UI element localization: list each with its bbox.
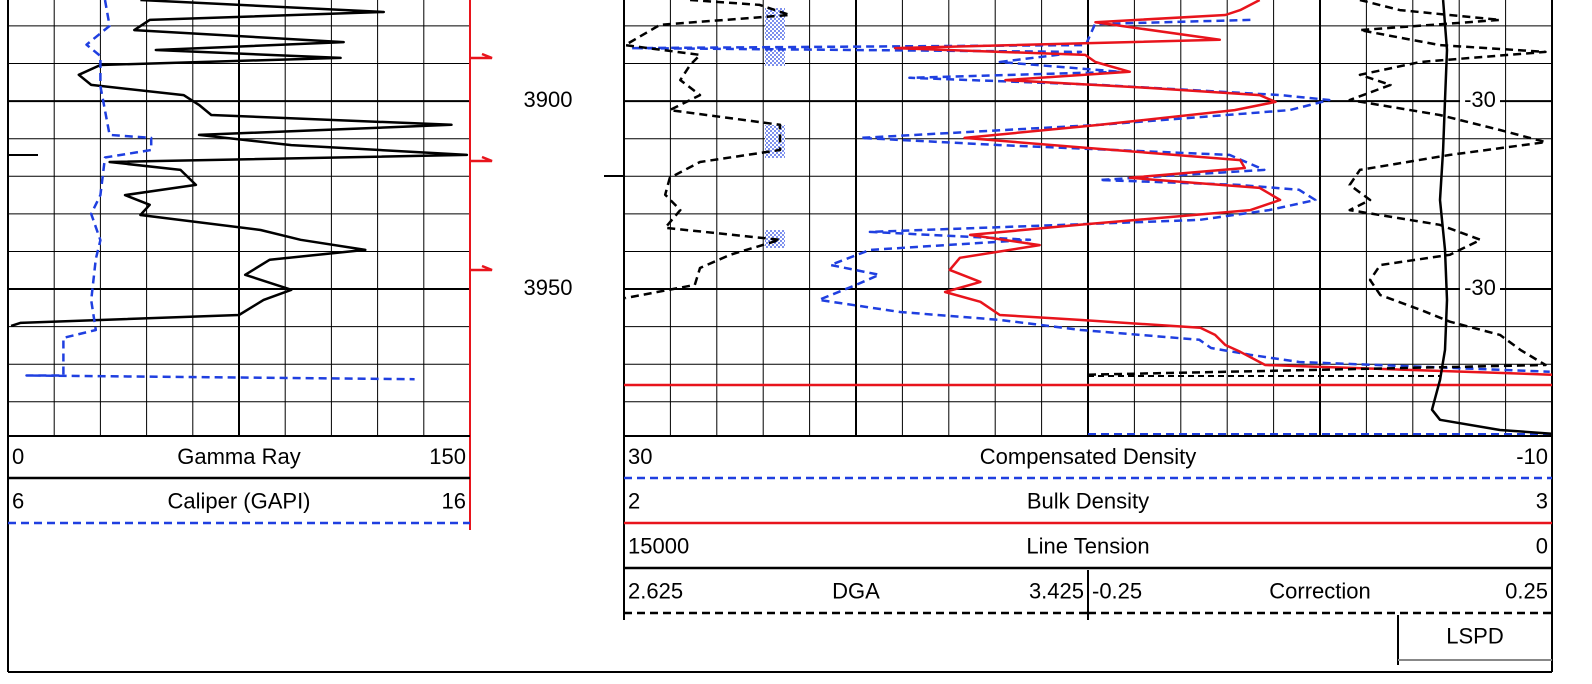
decorations (8, 8, 1552, 435)
depth-label: 3950 (524, 275, 573, 300)
curve-name: Bulk Density (1027, 488, 1149, 513)
log-curve (629, 18, 1550, 373)
curve-name: Compensated Density (980, 444, 1196, 469)
log-curve (1430, 0, 1553, 435)
scale-left: 30 (628, 444, 652, 469)
scale-right: 150 (429, 444, 466, 469)
label-background (1460, 276, 1500, 303)
log-curve (25, 0, 415, 381)
scale-left: 0 (12, 444, 24, 469)
tension-marker (470, 52, 493, 272)
lithology-fill (765, 48, 785, 66)
scale-right: 16 (442, 488, 466, 513)
labels: 3900 -30 3950 -30 (524, 87, 1500, 303)
scale-right: 3 (1536, 488, 1548, 513)
scale-left: 2 (628, 488, 640, 513)
scale-left: 15000 (628, 533, 689, 558)
depth-label: 3900 (524, 87, 573, 112)
curve-name: Gamma Ray (177, 444, 300, 469)
scale-right: 3.425 (1029, 578, 1084, 603)
log-curve (893, 0, 1553, 376)
curve-name: Line Tension (1026, 533, 1149, 558)
scale-left: -0.25 (1092, 578, 1142, 603)
headers: Gamma Ray 0 150 Caliper (GAPI) 6 16 Compensate… (8, 444, 1552, 648)
curve-name: DGA (832, 578, 880, 603)
scale-right: 0 (1536, 533, 1548, 558)
track-label: -30 (1464, 87, 1496, 112)
scale-right: -10 (1516, 444, 1548, 469)
curve-name: LSPD (1446, 623, 1503, 648)
label-background (1460, 88, 1500, 115)
curve-name: Correction (1269, 578, 1370, 603)
scale-left: 2.625 (628, 578, 683, 603)
grid (7, 0, 1553, 673)
scale-right: 0.25 (1505, 578, 1548, 603)
log-curve (1087, 0, 1547, 376)
curves (10, 0, 1553, 435)
scale-left: 6 (12, 488, 24, 513)
log-curve (10, 0, 469, 328)
log-curve (623, 0, 792, 300)
curve-name: Caliper (GAPI) (167, 488, 310, 513)
track-label: -30 (1464, 275, 1496, 300)
